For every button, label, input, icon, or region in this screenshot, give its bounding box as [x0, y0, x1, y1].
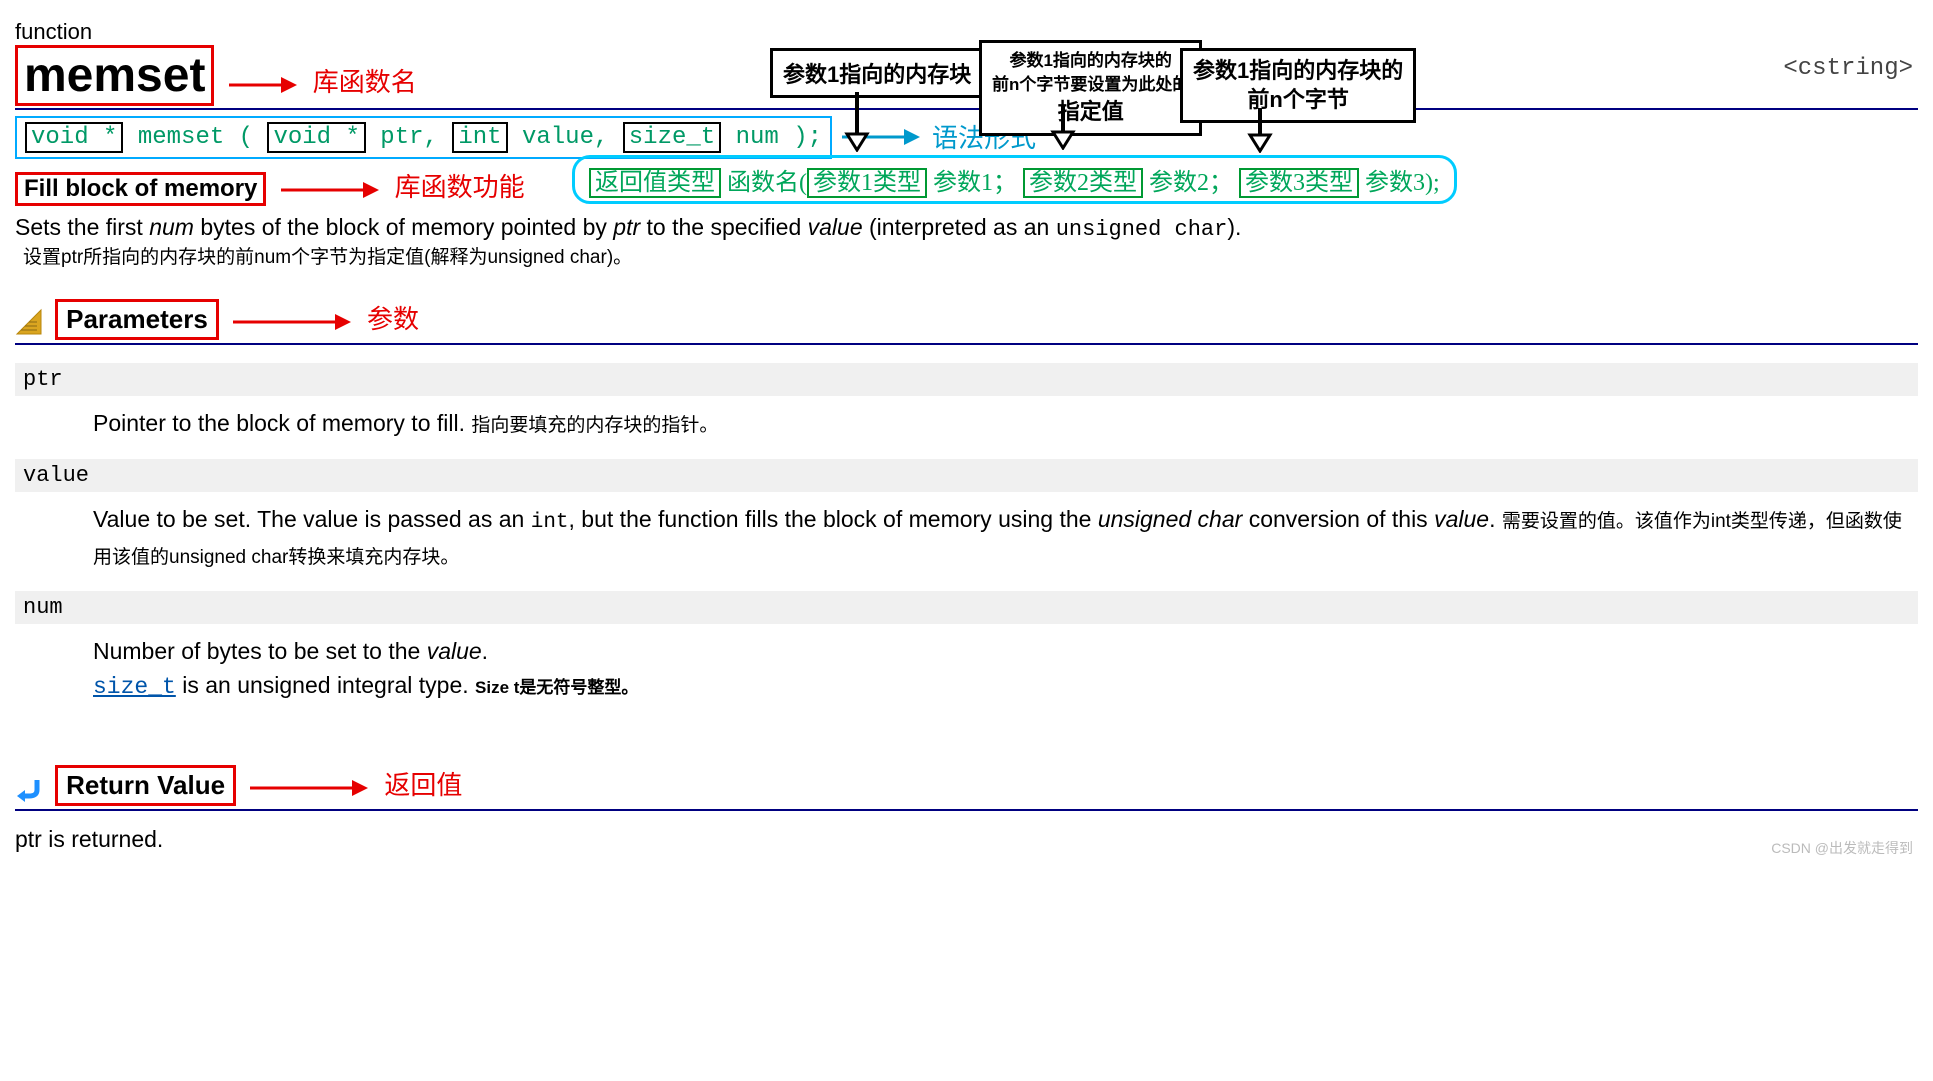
ret-post: is returned. — [42, 826, 163, 852]
param-ptr-name: ptr — [15, 363, 1918, 396]
n-d2: . — [482, 638, 488, 664]
bubble-p3t: 参数3类型 — [1239, 168, 1359, 198]
triangle-icon — [15, 308, 43, 336]
v-val: value — [1434, 506, 1489, 532]
desc-val: value — [808, 214, 863, 240]
n-cn: Size t是无符号整型。 — [475, 678, 638, 697]
sig-p3-type: size_t — [623, 122, 721, 153]
syntax-explain-bubble: 返回值类型 函数名(参数1类型 参数1； 参数2类型 参数2； 参数3类型 参数… — [572, 155, 1457, 204]
desc-mid3: (interpreted as an — [863, 214, 1056, 240]
parameters-title: Parameters — [55, 299, 219, 340]
callout2-line3: 指定值 — [992, 97, 1189, 128]
callout-param2: 参数1指向的内存块的 前n个字节要设置为此处的 指定值 — [979, 40, 1202, 136]
size-t-link[interactable]: size_t — [93, 674, 176, 700]
callout-param3: 参数1指向的内存块的 前n个字节 — [1180, 48, 1416, 123]
param-ptr-desc: Pointer to the block of memory to fill. … — [93, 406, 1918, 441]
sig-fn: memset — [138, 124, 224, 151]
bubble-p2: 参数2； — [1149, 170, 1233, 196]
v-d1: Value to be set. The value is passed as … — [93, 506, 531, 532]
arrow-right-subtitle — [281, 178, 381, 202]
bubble-p1t: 参数1类型 — [807, 168, 927, 198]
desc-mid1: bytes of the block of memory pointed by — [194, 214, 613, 240]
bubble-fn: 函数名 — [727, 170, 799, 196]
ptr-desc-en: Pointer to the block of memory to fill. — [93, 410, 471, 436]
return-title: Return Value — [55, 765, 236, 806]
arrow-down-2 — [1048, 105, 1078, 150]
desc-pre: Sets the first — [15, 214, 149, 240]
function-subtitle: Fill block of memory — [15, 172, 266, 206]
arrow-right-name — [229, 73, 299, 97]
annotation-params: 参数 — [367, 305, 419, 334]
desc-ptr: ptr — [613, 214, 640, 240]
sig-p2-type: int — [452, 122, 507, 153]
annotation-func-name: 库函数名 — [313, 68, 417, 97]
param- -desc: Number of bytes to be set to the value. … — [93, 634, 1918, 705]
return-icon — [15, 774, 43, 802]
v-int: int — [531, 511, 569, 534]
n-d1: Number of bytes to be set to the — [93, 638, 427, 664]
function-kind-label: function — [15, 19, 1918, 45]
arrow-right-params — [233, 310, 353, 334]
callout3-line1: 参数1指向的内存块的 — [1193, 57, 1403, 86]
annotation-subtitle: 库函数功能 — [395, 173, 525, 202]
parameters-header-row: Parameters 参数 — [15, 299, 1918, 345]
sig-return-type: void * — [25, 122, 123, 153]
sig-p2: value — [522, 124, 594, 151]
param-value-name: value — [15, 459, 1918, 492]
n-val: value — [427, 638, 482, 664]
description-cn: 设置ptr所指向的内存块的前num个字节为指定值(解释为unsigned cha… — [23, 242, 1918, 269]
callout2-line1: 参数1指向的内存块的 — [992, 49, 1189, 73]
sig-p3: num — [736, 124, 779, 151]
ret-ptr: ptr — [15, 826, 42, 852]
desc-end: ). — [1227, 214, 1241, 240]
arrow-down-1 — [842, 92, 872, 152]
param-num-name: num — [15, 591, 1918, 624]
bubble-p2t: 参数2类型 — [1023, 168, 1143, 198]
description-en: Sets the first num bytes of the block of… — [15, 214, 1918, 242]
arrow-right-return — [250, 776, 370, 800]
desc-mid2: to the specified — [640, 214, 808, 240]
callout3-line2: 前n个字节 — [1193, 86, 1403, 115]
return-text: ptr is returned. — [15, 826, 1918, 853]
v-d3: conversion of this — [1242, 506, 1434, 532]
ptr-desc-cn: 指向要填充的内存块的指针。 — [471, 415, 718, 436]
n-d3: is an unsigned integral type. — [176, 672, 475, 698]
sig-p1: ptr — [380, 124, 423, 151]
desc-uchar: unsigned char — [1056, 217, 1228, 242]
callout2-line2: 前n个字节要设置为此处的 — [992, 73, 1189, 97]
function-name: memset — [15, 45, 214, 106]
return-header-row: Return Value 返回值 — [15, 765, 1918, 811]
bubble-p1: 参数1； — [933, 170, 1017, 196]
bubble-return: 返回值类型 — [589, 168, 721, 198]
v-d2: , but the function fills the block of me… — [569, 506, 1098, 532]
v-uc: unsigned char — [1098, 506, 1243, 532]
arrow-down-3 — [1245, 108, 1275, 153]
function-signature: void * memset ( void * ptr, int value, s… — [15, 116, 832, 159]
param-value-desc: Value to be set. The value is passed as … — [93, 502, 1918, 573]
callout-param1: 参数1指向的内存块 — [770, 48, 984, 98]
bubble-p3: 参数3); — [1365, 170, 1440, 196]
v-d4: . — [1489, 506, 1502, 532]
sig-p1-type: void * — [267, 122, 365, 153]
header-include[interactable]: <cstring> — [1783, 55, 1913, 82]
watermark: CSDN @出发就走得到 — [1771, 838, 1913, 858]
annotation-return: 返回值 — [384, 771, 462, 800]
desc-num: num — [149, 214, 194, 240]
